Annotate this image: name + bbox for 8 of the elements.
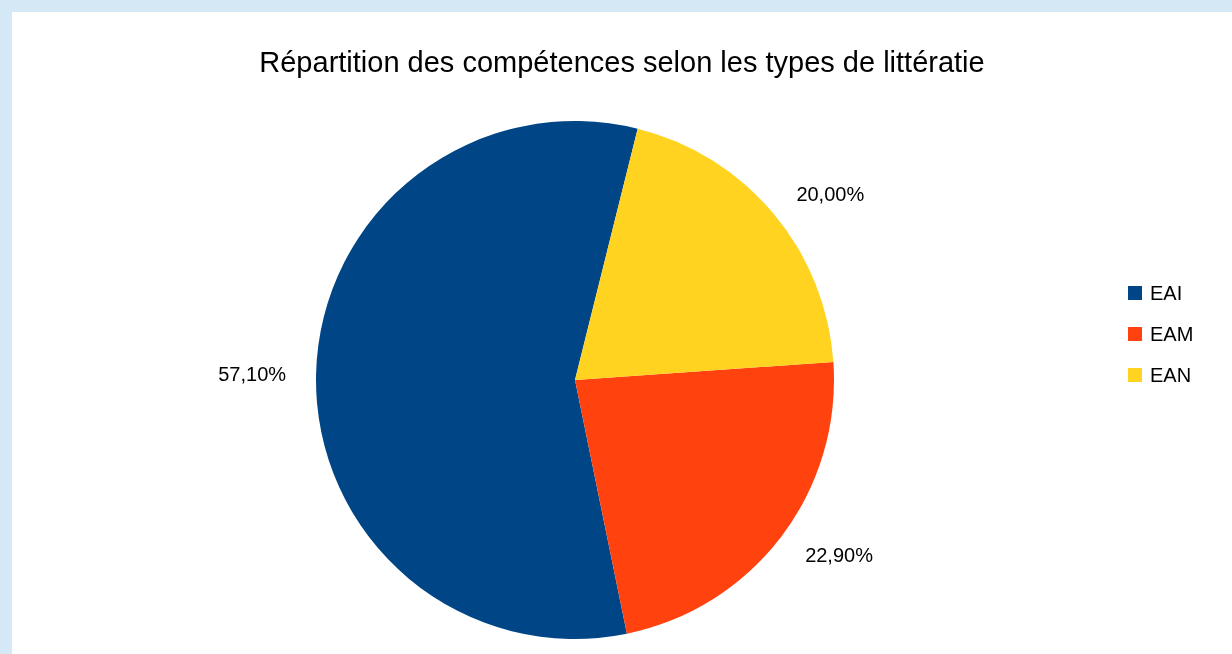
data-label: 22,90%: [805, 543, 874, 566]
legend-label: EAI: [1150, 282, 1183, 304]
legend-label: EAM: [1150, 323, 1194, 345]
chart-title: Répartition des compétences selon les types de littératie: [259, 46, 985, 78]
pie-slice: [316, 121, 638, 639]
data-label: 57,10%: [218, 362, 287, 385]
data-label: 20,00%: [796, 183, 865, 206]
legend-label: EAN: [1150, 364, 1192, 386]
